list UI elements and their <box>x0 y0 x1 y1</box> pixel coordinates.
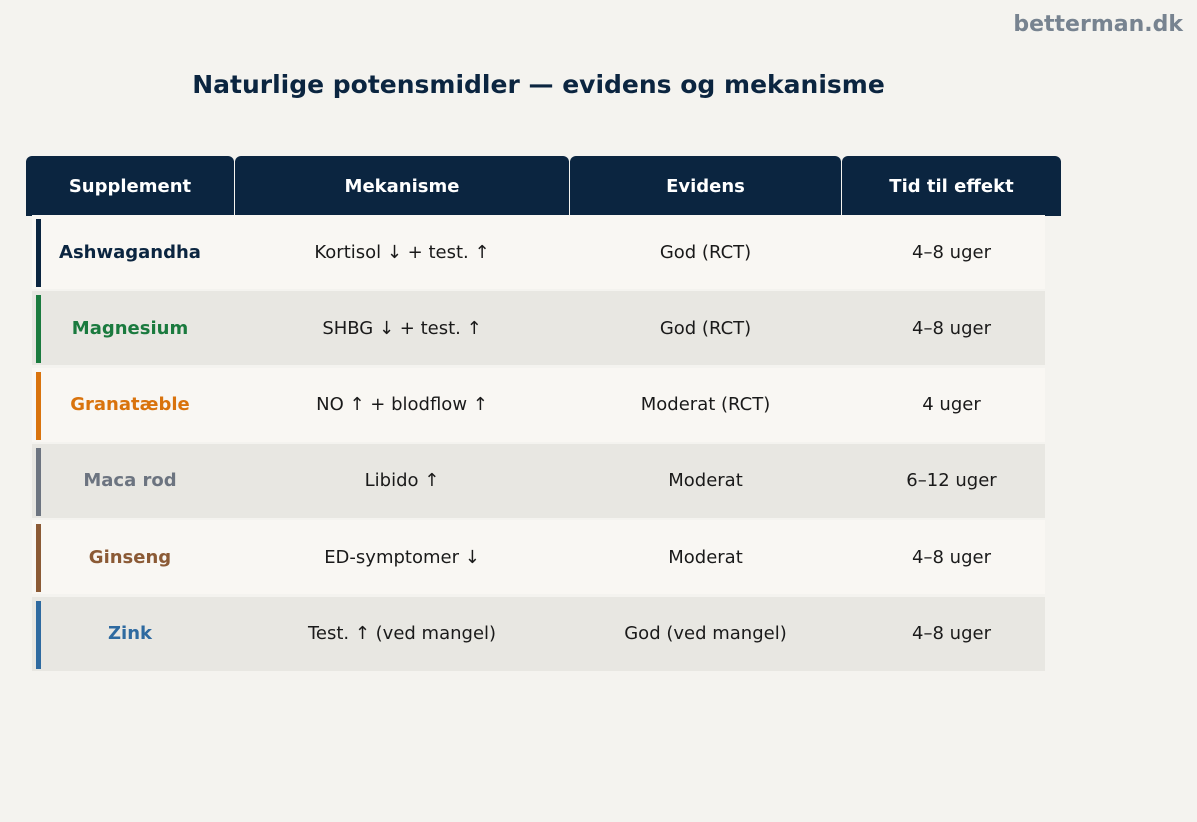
table-cell: Moderat <box>570 444 841 518</box>
header-cell: Mekanisme <box>235 156 569 216</box>
table-cell: SHBG ↓ + test. ↑ <box>235 291 569 365</box>
table-row: Maca rodLibido ↑Moderat6–12 uger <box>32 444 1045 518</box>
table-cell: Libido ↑ <box>235 444 569 518</box>
supplement-name: Maca rod <box>26 444 234 518</box>
table-cell: Moderat (RCT) <box>570 368 841 442</box>
header-cell: Tid til effekt <box>842 156 1061 216</box>
table-cell: 4 uger <box>842 368 1061 442</box>
table-cell: Kortisol ↓ + test. ↑ <box>235 215 569 289</box>
supplement-name: Zink <box>26 597 234 671</box>
table-row: MagnesiumSHBG ↓ + test. ↑God (RCT)4–8 ug… <box>32 291 1045 365</box>
supplement-name: Magnesium <box>26 291 234 365</box>
table-cell: 6–12 uger <box>842 444 1061 518</box>
page: {"brand":"betterman.dk","title":"Naturli… <box>0 0 1197 822</box>
table-row: AshwagandhaKortisol ↓ + test. ↑God (RCT)… <box>32 215 1045 289</box>
table-row: ZinkTest. ↑ (ved mangel)God (ved mangel)… <box>32 597 1045 671</box>
table-cell: 4–8 uger <box>842 597 1061 671</box>
table-cell: 4–8 uger <box>842 291 1061 365</box>
supplement-name: Ginseng <box>26 520 234 594</box>
table-cell: God (RCT) <box>570 215 841 289</box>
header-cell: Evidens <box>570 156 841 216</box>
brand: betterman.dk <box>1013 12 1183 37</box>
header-cell: Supplement <box>26 156 234 216</box>
table-cell: ED-symptomer ↓ <box>235 520 569 594</box>
table-cell: 4–8 uger <box>842 520 1061 594</box>
table-cell: NO ↑ + blodflow ↑ <box>235 368 569 442</box>
table-cell: 4–8 uger <box>842 215 1061 289</box>
table-row: GinsengED-symptomer ↓Moderat4–8 uger <box>32 520 1045 594</box>
table-row: GranatæbleNO ↑ + blodflow ↑Moderat (RCT)… <box>32 368 1045 442</box>
supplement-name: Ashwagandha <box>26 215 234 289</box>
table-cell: God (ved mangel) <box>570 597 841 671</box>
table-cell: Moderat <box>570 520 841 594</box>
supplement-name: Granatæble <box>26 368 234 442</box>
title: Naturlige potensmidler — evidens og meka… <box>0 70 1077 99</box>
table-cell: Test. ↑ (ved mangel) <box>235 597 569 671</box>
table-cell: God (RCT) <box>570 291 841 365</box>
